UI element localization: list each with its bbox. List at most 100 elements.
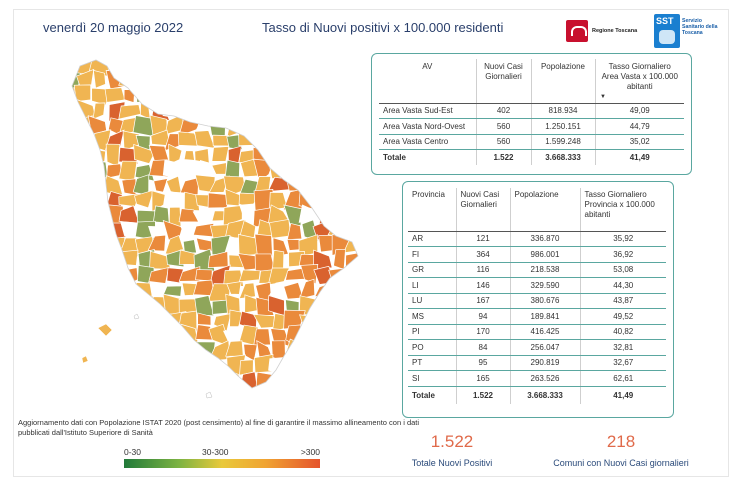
municipality-area <box>118 338 140 359</box>
municipality-area <box>104 279 120 301</box>
municipality-area <box>72 221 77 242</box>
legend-color-scale <box>124 459 320 468</box>
table-row: LI 146 329.590 44,30 <box>408 277 666 294</box>
report-date: venerdì 20 maggio 2022 <box>43 20 184 35</box>
municipality-area <box>105 143 120 168</box>
cell-popolazione: 263.526 <box>510 370 581 387</box>
municipality-area <box>77 308 95 330</box>
municipality-area <box>147 89 170 106</box>
municipality-area <box>210 101 229 116</box>
cell-popolazione: 380.676 <box>510 293 581 309</box>
municipality-area <box>72 190 95 209</box>
municipality-area <box>195 269 213 282</box>
municipality-area <box>74 236 94 254</box>
municipality-area <box>328 60 351 78</box>
municipality-area <box>72 117 78 134</box>
municipality-area <box>332 339 347 363</box>
municipality-area <box>257 129 273 151</box>
municipality-area <box>238 60 256 70</box>
municipality-area <box>118 249 139 266</box>
municipality-area <box>285 70 303 90</box>
municipality-area <box>91 296 112 316</box>
municipality-area <box>348 133 358 151</box>
municipality-area <box>224 389 245 403</box>
cell-tasso: 36,92 <box>580 246 666 263</box>
kpi-total-value: 1.522 <box>430 432 474 451</box>
municipality-area <box>343 85 358 102</box>
municipality-area <box>121 178 137 196</box>
cell-total-popolazione: 3.668.333 <box>510 385 581 404</box>
cell-tasso: 32,81 <box>580 339 666 356</box>
municipality-area <box>283 204 303 227</box>
cell-nuovi-casi: 116 <box>456 262 511 278</box>
col-header-nuovi-casi: Nuovi Casi Giornalieri <box>456 188 511 232</box>
municipality-area <box>256 60 270 72</box>
municipality-area <box>163 285 182 297</box>
cell-popolazione: 290.819 <box>510 355 581 371</box>
municipality-area <box>316 162 335 181</box>
municipality-area <box>104 383 126 388</box>
municipality-area <box>303 83 321 108</box>
table-row: Area Vasta Centro 560 1.599.248 35,02 <box>379 134 684 150</box>
municipality-area <box>151 308 170 332</box>
municipality-area <box>225 69 243 92</box>
cell-tasso: 43,87 <box>580 293 666 309</box>
municipality-area <box>345 178 358 198</box>
municipality-area <box>284 165 307 178</box>
municipality-area <box>178 88 198 105</box>
municipality-area <box>298 330 321 346</box>
municipality-area <box>242 69 257 92</box>
table-row: PI 170 416.425 40,82 <box>408 324 666 340</box>
municipality-area <box>118 267 139 287</box>
municipality-area <box>118 294 136 317</box>
municipality-area <box>102 236 126 256</box>
municipality-area <box>314 60 334 74</box>
cell-nuovi-casi: 165 <box>456 370 511 387</box>
municipality-area <box>92 102 106 120</box>
municipality-area <box>72 159 81 181</box>
municipality-area <box>331 88 352 103</box>
municipality-area <box>318 88 335 107</box>
municipality-area <box>222 101 244 118</box>
municipality-area <box>258 103 277 116</box>
legend-label-low: 0-30 <box>124 447 142 457</box>
kpi-total-label: Totale Nuovi Positivi <box>411 458 493 468</box>
municipality-area <box>78 205 90 224</box>
municipality-area <box>72 248 96 269</box>
municipality-area <box>108 251 127 272</box>
municipality-area <box>72 239 82 256</box>
municipality-area <box>118 146 139 165</box>
cell-provincia: MS <box>408 308 457 325</box>
municipality-area <box>75 177 97 197</box>
cell-nuovi-casi: 560 <box>476 134 532 150</box>
sort-descending-icon[interactable]: ▼ <box>600 94 606 100</box>
municipality-area <box>343 313 358 330</box>
municipality-area <box>192 99 211 120</box>
municipality-area <box>147 323 168 345</box>
cell-tasso: 62,61 <box>580 370 666 387</box>
municipality-area <box>238 282 256 300</box>
municipality-area <box>88 387 110 388</box>
municipality-area <box>208 113 227 137</box>
municipality-area <box>328 370 350 388</box>
municipality-area <box>327 188 351 210</box>
cell-popolazione: 1.250.151 <box>531 118 596 135</box>
municipality-area <box>314 174 333 196</box>
municipality-area <box>270 73 290 86</box>
municipality-area <box>345 373 358 388</box>
municipality-area <box>327 279 348 299</box>
municipality-area <box>272 143 291 164</box>
municipality-area <box>194 295 215 317</box>
municipality-area <box>284 89 302 103</box>
municipality-area <box>117 311 136 331</box>
municipality-area <box>133 295 154 315</box>
municipality-area <box>331 146 350 168</box>
municipality-area <box>268 101 291 117</box>
municipality-area <box>253 384 276 388</box>
municipality-area <box>342 325 358 348</box>
municipality-area <box>238 101 260 121</box>
col-header-tasso: Tasso Giornaliero Provincia x 100.000 ab… <box>580 188 666 232</box>
tuscany-municipalities-map <box>71 59 359 403</box>
municipality-area <box>329 324 349 345</box>
municipality-area <box>342 102 358 123</box>
